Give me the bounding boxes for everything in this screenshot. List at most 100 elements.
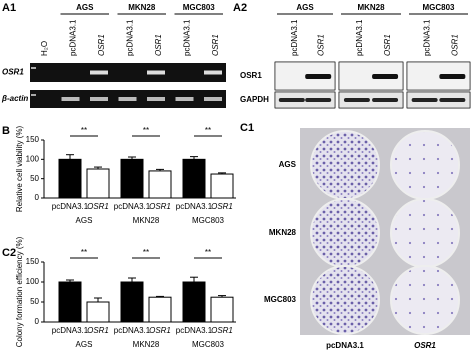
blot-band [305,98,332,102]
gel-band [204,70,222,75]
bar [210,296,234,323]
x-tick-label: pcDNA3.1 [176,202,213,211]
panel-label: C1 [240,122,254,134]
lane-label: pcDNA3.1 [290,19,299,56]
blot-band [343,98,370,102]
x-tick-label: OSR1 [149,202,171,211]
bar [182,158,206,199]
bar [120,281,144,323]
plate [310,198,380,268]
ladder-band [31,94,36,96]
plate [390,198,460,268]
lane-label: pcDNA3.1 [69,19,78,56]
lane-label: OSR1 [211,34,220,56]
gel-band [147,97,165,101]
lane-label: OSR1 [316,34,325,56]
lane-label: OSR1 [154,34,163,56]
significance-label: ** [81,126,87,135]
group-header: MGC803 [422,3,455,12]
group-header: AGS [296,3,314,12]
significance-label: ** [81,248,87,257]
blot-box [274,91,336,109]
plate [390,265,460,335]
significance-label: ** [143,126,149,135]
y-tick-label: 100 [26,154,40,163]
group-label: MGC803 [192,340,225,349]
bar [182,281,206,323]
panel-label: C2 [2,247,16,259]
gel-band [147,70,165,75]
panel-label: B [2,125,10,137]
blot-band [372,98,399,102]
y-axis-label: Colony formation efficiency (%) [15,236,24,347]
x-tick-label: pcDNA3.1 [52,326,89,335]
y-tick-label: 150 [26,257,40,266]
row-label: OSR1 [2,68,24,77]
lane-label: H₂O [40,41,49,56]
panel-label: A1 [2,2,16,14]
group-header: AGS [76,3,94,12]
group-header: MKN28 [128,3,156,12]
group-label: AGS [76,216,93,225]
x-tick-label: pcDNA3.1 [114,202,151,211]
x-tick-label: pcDNA3.1 [114,326,151,335]
lane-label: pcDNA3.1 [183,19,192,56]
gel-band [90,97,108,101]
bar [120,158,144,199]
group-label: MKN28 [133,340,160,349]
lane-label: OSR1 [383,34,392,56]
lane-label: pcDNA3.1 [126,19,135,56]
y-tick-label: 150 [26,135,40,144]
bar [86,168,110,199]
bar [148,170,172,199]
column-label: pcDNA3.1 [326,341,364,350]
group-header: MGC803 [183,3,216,12]
lane-label: pcDNA3.1 [355,19,364,56]
y-tick-label: 50 [30,174,39,183]
x-tick-label: OSR1 [87,202,109,211]
y-axis-label: Relative cell viability (%) [15,126,24,213]
gel-band [204,97,222,101]
significance-label: ** [205,248,211,257]
blot-band [305,74,332,79]
x-tick-label: OSR1 [149,326,171,335]
blot-box [406,91,471,109]
lane-label: pcDNA3.1 [423,19,432,56]
x-tick-label: pcDNA3.1 [176,326,213,335]
bar [58,281,82,323]
group-label: AGS [76,340,93,349]
ladder-band [31,67,36,69]
blot-band [372,74,399,79]
bar [148,296,172,323]
bar [58,158,82,199]
plate [310,265,380,335]
x-tick-label: pcDNA3.1 [52,202,89,211]
blot-band [439,74,466,79]
gel-strip [30,63,226,82]
row-label: AGS [279,160,297,169]
significance-label: ** [205,126,211,135]
plate [310,130,380,200]
gel-band [61,97,80,101]
x-tick-label: OSR1 [87,326,109,335]
row-label: β-actin [1,94,28,103]
y-tick-label: 0 [35,317,40,326]
group-label: MGC803 [192,216,225,225]
y-tick-label: 50 [30,297,39,306]
gel-band [90,70,108,75]
plate [390,130,460,200]
significance-label: ** [143,248,149,257]
column-label: OSR1 [414,341,436,350]
group-header: MKN28 [357,3,385,12]
blot-band [439,98,466,102]
row-label: MKN28 [269,228,297,237]
lane-label: OSR1 [450,34,459,56]
blot-box [338,91,404,109]
group-label: MKN28 [133,216,160,225]
blot-band [278,98,305,102]
bar [86,301,110,323]
row-label: MGC803 [264,295,297,304]
gel-band [118,97,137,101]
